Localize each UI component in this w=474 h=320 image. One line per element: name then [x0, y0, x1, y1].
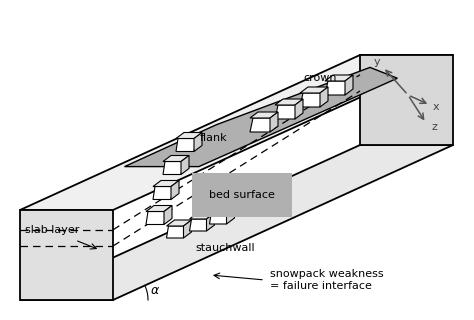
Text: slab layer: slab layer — [25, 225, 79, 235]
Text: y: y — [374, 57, 380, 67]
Polygon shape — [227, 206, 235, 224]
Text: stauchwall: stauchwall — [195, 243, 255, 253]
Polygon shape — [270, 112, 278, 132]
Text: flank: flank — [200, 133, 228, 143]
Polygon shape — [166, 226, 185, 238]
Polygon shape — [125, 68, 397, 167]
Polygon shape — [20, 210, 113, 300]
Polygon shape — [166, 220, 191, 226]
Polygon shape — [171, 180, 179, 199]
Polygon shape — [176, 139, 196, 151]
Polygon shape — [181, 156, 189, 174]
Polygon shape — [325, 81, 348, 95]
Polygon shape — [190, 219, 209, 231]
Polygon shape — [146, 205, 172, 212]
Polygon shape — [360, 55, 453, 145]
Text: $\alpha$: $\alpha$ — [150, 284, 160, 297]
Polygon shape — [300, 87, 328, 93]
Polygon shape — [163, 156, 189, 162]
Text: z: z — [431, 122, 437, 132]
Polygon shape — [325, 75, 353, 81]
Polygon shape — [153, 180, 179, 187]
Text: bed surface: bed surface — [209, 190, 275, 200]
Polygon shape — [210, 212, 228, 224]
Polygon shape — [210, 206, 235, 212]
Polygon shape — [295, 99, 303, 119]
Polygon shape — [250, 112, 278, 118]
Polygon shape — [176, 132, 202, 139]
Polygon shape — [207, 213, 215, 231]
Polygon shape — [275, 99, 303, 105]
Polygon shape — [146, 212, 166, 225]
Polygon shape — [20, 55, 453, 210]
Polygon shape — [153, 187, 173, 199]
Polygon shape — [345, 75, 353, 95]
Polygon shape — [194, 132, 202, 151]
Text: crown: crown — [303, 73, 337, 83]
Text: x: x — [433, 102, 439, 112]
Polygon shape — [190, 213, 215, 219]
Text: snowpack weakness
= failure interface: snowpack weakness = failure interface — [270, 269, 383, 291]
Polygon shape — [250, 118, 273, 132]
Polygon shape — [163, 162, 183, 174]
Polygon shape — [275, 105, 298, 119]
Polygon shape — [183, 220, 191, 238]
Polygon shape — [164, 205, 172, 225]
Polygon shape — [300, 93, 323, 107]
Polygon shape — [20, 145, 453, 300]
Polygon shape — [320, 87, 328, 107]
